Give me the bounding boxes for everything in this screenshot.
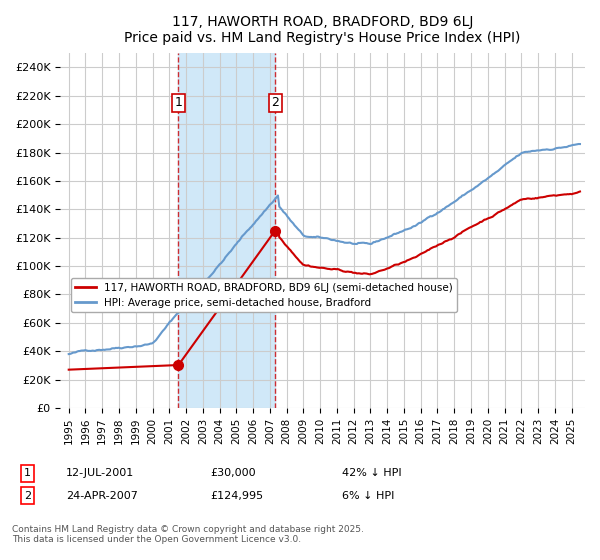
Text: 2: 2 <box>24 491 31 501</box>
Title: 117, HAWORTH ROAD, BRADFORD, BD9 6LJ
Price paid vs. HM Land Registry's House Pri: 117, HAWORTH ROAD, BRADFORD, BD9 6LJ Pri… <box>124 15 521 45</box>
Text: 1: 1 <box>24 468 31 478</box>
Legend: 117, HAWORTH ROAD, BRADFORD, BD9 6LJ (semi-detached house), HPI: Average price, : 117, HAWORTH ROAD, BRADFORD, BD9 6LJ (se… <box>71 278 457 312</box>
Text: Contains HM Land Registry data © Crown copyright and database right 2025.
This d: Contains HM Land Registry data © Crown c… <box>12 525 364 544</box>
Text: 12-JUL-2001: 12-JUL-2001 <box>66 468 134 478</box>
Text: 1: 1 <box>174 96 182 109</box>
Text: 24-APR-2007: 24-APR-2007 <box>66 491 138 501</box>
Text: 42% ↓ HPI: 42% ↓ HPI <box>342 468 401 478</box>
Text: £124,995: £124,995 <box>210 491 263 501</box>
Text: £30,000: £30,000 <box>210 468 256 478</box>
Text: 6% ↓ HPI: 6% ↓ HPI <box>342 491 394 501</box>
Text: 2: 2 <box>271 96 279 109</box>
Bar <box>178 53 275 408</box>
